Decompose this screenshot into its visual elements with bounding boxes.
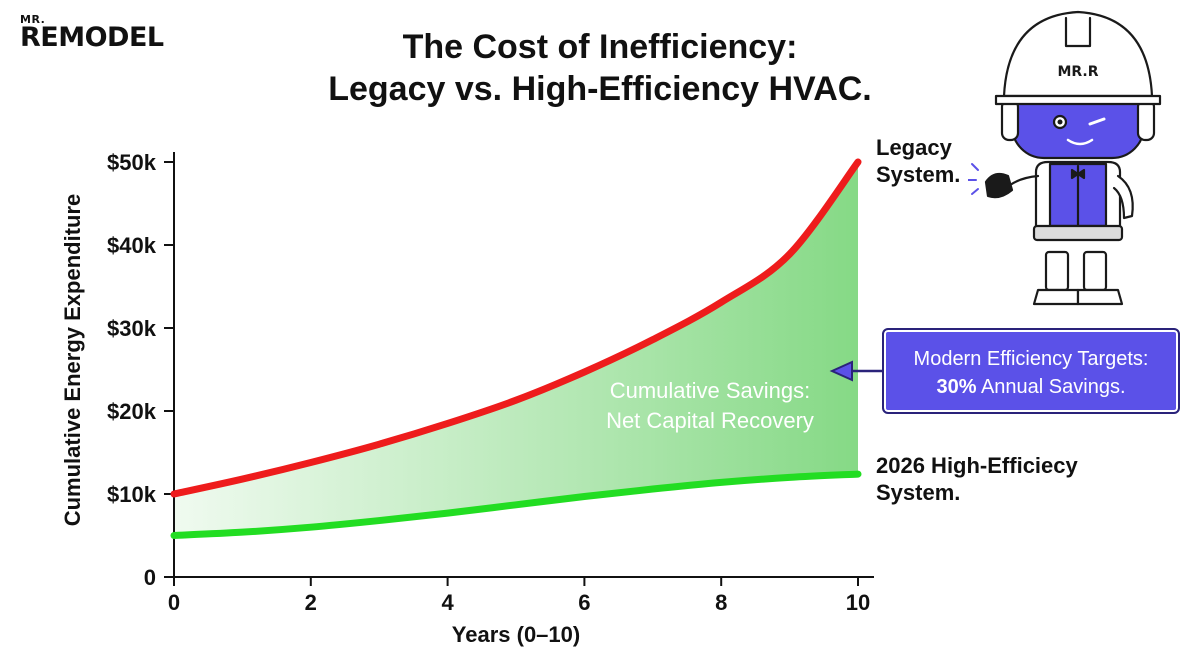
y-tick-label: $50k [107,150,157,175]
efficient-data-point [514,502,518,507]
logo-prefix: MR. [20,13,46,26]
efficient-data-point [308,525,313,530]
mascot-wink-eye [1088,117,1106,126]
legacy-data-point [514,398,518,403]
mascot-pointing-hand [984,172,1014,199]
legacy-data-point [856,160,860,164]
callout-arrow-head [829,360,853,382]
y-tick-label: $20k [107,399,157,424]
efficient-data-point [856,472,860,477]
efficient-label-line2: System. [876,480,961,505]
logo-wordmark: REMODEL [20,22,164,53]
savings-label-line1: Cumulative Savings: [610,378,811,403]
chart-title-line2: Legacy vs. High-Efficiency HVAC. [328,70,872,108]
x-tick-label: 10 [846,590,870,615]
efficient-data-point [172,533,176,538]
mascot-left-leg [1044,250,1070,292]
mascot-right-ear [1136,98,1156,142]
x-tick-label: 2 [305,590,317,615]
efficiency-callout: Modern Efficiency Targets: 30% Annual Sa… [882,328,1180,414]
mascot-left-ear [1000,98,1020,142]
legacy-data-point [650,337,655,342]
brand-logo: MR. REMODEL [20,14,164,51]
mascot-helmet-text: MR.R [1057,64,1098,80]
mascot-smile [1066,138,1094,146]
efficient-data-point [719,480,724,485]
cumulative-savings-area [174,162,858,536]
mascot-right-arm [1112,174,1134,220]
callout-percent: 30% [936,376,977,398]
x-tick-label: 4 [441,590,454,615]
legacy-label-line1: Legacy [876,135,952,160]
y-tick-label: $40k [107,233,157,258]
callout-line1: Modern Efficiency Targets: [913,348,1149,370]
mascot-hat-ridge [1064,16,1092,48]
mascot-hat-brim [994,94,1162,106]
efficient-data-point [582,494,587,499]
legacy-data-point [582,369,587,374]
mascot-bow-tie [1070,168,1086,180]
legacy-data-point [240,477,245,482]
savings-area-layer [174,162,858,536]
mascot-left-boot [1032,288,1080,306]
robot-mascot-illustration: MR.R [968,10,1162,306]
callout-line2: 30% Annual Savings. [884,373,1178,401]
legacy-series-line [170,158,862,498]
mascot-sparkle-icon [968,163,979,195]
y-axis-label: Cumulative Energy Expenditure [60,194,85,527]
y-tick-label: $10k [107,482,157,507]
efficient-label-line1: 2026 High-Efficiecy [876,453,1078,478]
efficient-data-point [787,475,792,480]
x-tick-label: 8 [715,590,727,615]
mascot-hard-hat [1002,10,1154,98]
chart-title-line1: The Cost of Inefficiency: [402,28,798,66]
x-tick-label: 6 [578,590,590,615]
legacy-label-line2: System. [876,162,961,187]
series-layer [170,158,862,539]
savings-label-line2: Net Capital Recovery [606,408,814,433]
legacy-data-point [172,492,176,496]
y-tick-label: $30k [107,316,157,341]
legacy-data-point [308,460,313,465]
callout-line2-text: Annual Savings. [976,376,1126,398]
efficient-data-point [240,530,245,535]
efficient-data-point [377,518,382,523]
y-tick-label: 0 [144,565,156,590]
efficient-data-point [445,511,450,516]
legacy-data-point [445,421,450,426]
legacy-data-point [377,442,382,447]
axes: 0 $10k $20k $30k $40k $50k 0 2 4 6 8 10 [107,150,874,615]
chart-title: The Cost of Inefficiency: Legacy vs. Hig… [260,26,940,110]
legacy-data-point [719,300,724,305]
mascot-right-boot [1076,288,1124,306]
mascot-tool-belt [1032,224,1124,242]
efficient-data-point [650,487,655,492]
x-axis-label: Years (0–10) [452,622,580,647]
mascot-right-leg [1082,250,1108,292]
legacy-data-point [787,252,792,257]
legacy-system-label: Legacy System. [876,134,960,188]
x-tick-label: 0 [168,590,180,615]
efficient-system-label: 2026 High-Efficiecy System. [876,452,1078,506]
